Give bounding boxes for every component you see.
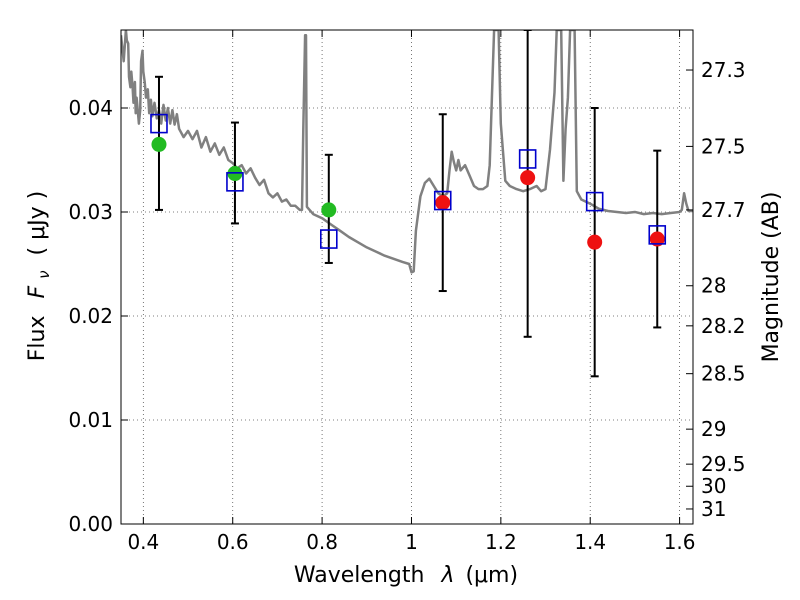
- right-axis-label: Magnitude (AB): [759, 192, 784, 363]
- y-axis-label-unit: ( μJy ): [25, 191, 50, 256]
- x-tick-label: 0.8: [306, 530, 338, 554]
- jwst-point: [587, 234, 603, 250]
- jwst-point: [649, 231, 665, 247]
- model-point: [518, 149, 537, 169]
- y-axis-label-symbol: F: [25, 285, 50, 298]
- model-point: [433, 190, 452, 211]
- x-tick-label: 0.4: [127, 530, 159, 554]
- y-tick-label: 0.02: [68, 304, 113, 328]
- mag-tick-label: 27.5: [701, 134, 746, 158]
- mag-tick-label: 29.5: [701, 452, 746, 476]
- mag-tick-label: 27.3: [701, 58, 746, 82]
- x-axis-label-unit: (μm): [465, 563, 518, 588]
- mag-tick-label: 27.7: [701, 198, 746, 222]
- y-tick-label: 0.01: [68, 408, 113, 432]
- grid-lines: [121, 30, 693, 525]
- hst-point: [151, 136, 167, 152]
- mag-tick-label: 28.2: [701, 314, 746, 338]
- y-axis-label-text: Flux: [25, 315, 50, 361]
- model-spectrum-line: [121, 30, 693, 274]
- model-point: [226, 172, 244, 192]
- mag-tick-label: 29: [701, 417, 726, 441]
- mag-tick-label: 30: [701, 474, 726, 498]
- x-axis-label-symbol: λ: [440, 563, 454, 588]
- mag-tick-label: 31: [701, 497, 726, 521]
- plot-frame: [120, 29, 694, 525]
- x-tick-label: 1.6: [664, 530, 696, 554]
- y-tick-label: 0.00: [68, 512, 113, 536]
- y-axis-label: Flux F ν ( μJy ): [25, 191, 55, 361]
- axes-ticks-layer: 0.4 0.6 0.8 1 1.2 1.4 1.6 0.00 0.01 0.02 0.03 0.04 2…: [68, 30, 746, 554]
- errorbars-layer: [154, 30, 662, 378]
- x-axis-label-text: Wavelength: [294, 563, 425, 588]
- y-tick-label: 0.04: [68, 96, 113, 120]
- data-points-layer: [150, 113, 667, 250]
- mag-tick-label: 28.5: [701, 362, 746, 386]
- model-spectrum-layer: [121, 30, 693, 274]
- model-point: [648, 225, 667, 245]
- y-tick-label: 0.03: [68, 200, 113, 224]
- model-point: [585, 191, 604, 212]
- x-tick-label: 1.2: [485, 530, 517, 554]
- jwst-point: [435, 195, 451, 211]
- mag-tick-label: 28: [701, 274, 726, 298]
- x-tick-label: 1.4: [574, 530, 606, 554]
- x-tick-label: 0.6: [217, 530, 249, 554]
- model-point: [319, 229, 338, 249]
- hst-point: [321, 202, 337, 218]
- x-axis-label: Wavelength λ (μm): [294, 563, 518, 588]
- model-point: [150, 113, 168, 134]
- x-tick-label: 1: [405, 530, 418, 554]
- jwst-point: [520, 170, 536, 186]
- y-axis-label-subscript: ν: [35, 270, 53, 278]
